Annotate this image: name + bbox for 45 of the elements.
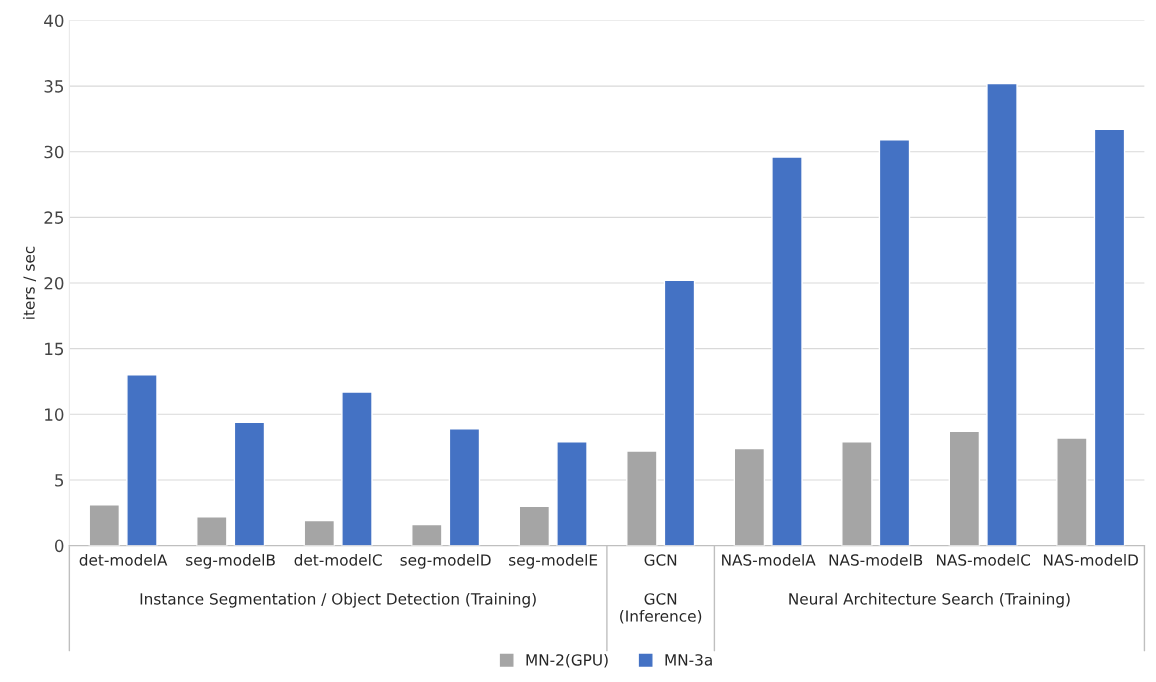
x-tick-label: seg-modelE [509, 553, 598, 569]
bar [986, 82, 1018, 546]
x-tick-label: NAS-modelB [829, 553, 923, 566]
y-tick-label: 40 [44, 14, 64, 28]
y-tick-label: 30 [44, 145, 64, 159]
legend-label: MN-2(GPU) [526, 653, 608, 668]
y-tick-label: 15 [45, 342, 64, 356]
bar [196, 516, 228, 546]
bar [663, 279, 696, 546]
legend-label: MN-3a [665, 654, 712, 666]
y-tick-label: 35 [44, 80, 64, 93]
y-tick-label: 5 [55, 474, 64, 487]
bar [1056, 437, 1088, 546]
x-tick-label: NAS-modelD [1043, 553, 1138, 566]
y-tick-label: 25 [44, 211, 64, 224]
y-tick-label: 10 [45, 408, 64, 421]
bar [733, 447, 766, 546]
x-tick-label: NAS-modelC [937, 553, 1031, 566]
bar [411, 523, 443, 546]
text: Instance Segmentation / Object Detection (Training) [140, 592, 536, 608]
text: Neural Architecture Search (Training) [789, 592, 1070, 608]
x-tick-label: seg-modelB [186, 553, 275, 569]
x-tick-label: det-modelC [294, 553, 382, 566]
bar [341, 391, 373, 546]
bar [233, 421, 266, 546]
bar [771, 156, 803, 546]
bar [948, 430, 981, 546]
x-tick-label: seg-modelD [400, 553, 491, 569]
y-axis-title: iters / sec [22, 246, 36, 319]
x-tick-label: GCN [644, 554, 677, 566]
x-tick-label: det-modelA [79, 553, 168, 566]
bar [518, 505, 551, 546]
x-tick-label: NAS-modelA [722, 553, 816, 566]
bar [126, 374, 158, 546]
text: GCN (Inference) [620, 593, 702, 624]
bar [556, 441, 588, 546]
bar [841, 441, 873, 546]
y-tick-label: 0 [54, 539, 64, 553]
bar [878, 139, 911, 546]
bar [626, 450, 658, 546]
bar [303, 519, 336, 546]
bar [448, 428, 481, 546]
y-tick-label: 20 [44, 276, 64, 290]
bar [1093, 128, 1126, 546]
bar [88, 504, 121, 546]
